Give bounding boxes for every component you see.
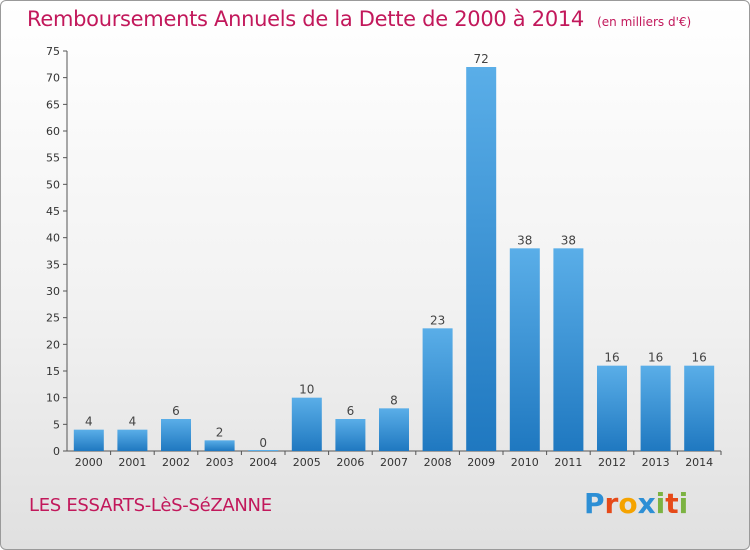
bar-value-label: 6 <box>347 404 355 418</box>
logo-letter: i <box>655 487 666 520</box>
y-tick-label: 25 <box>46 312 60 325</box>
bar-value-label: 4 <box>129 415 137 429</box>
bar <box>73 429 104 451</box>
chart-title: Remboursements Annuels de la Dette de 20… <box>27 7 584 31</box>
bar <box>553 248 584 451</box>
bar-value-label: 2 <box>216 425 224 439</box>
bar-value-label: 38 <box>561 233 576 247</box>
bar <box>117 429 148 451</box>
x-tick-label: 2001 <box>118 456 146 469</box>
bar <box>291 397 322 451</box>
bar <box>466 67 497 451</box>
logo-letter: x <box>637 487 656 520</box>
bar-value-label: 6 <box>172 404 180 418</box>
y-tick-label: 55 <box>46 152 60 165</box>
y-tick-label: 45 <box>46 205 60 218</box>
y-tick-label: 30 <box>46 285 60 298</box>
x-tick-label: 2007 <box>380 456 408 469</box>
bar-value-label: 4 <box>85 415 93 429</box>
x-tick-label: 2006 <box>336 456 364 469</box>
x-tick-label: 2002 <box>162 456 190 469</box>
y-tick-label: 40 <box>46 232 60 245</box>
x-tick-label: 2013 <box>642 456 670 469</box>
y-tick-label: 5 <box>53 418 60 431</box>
x-tick-label: 2010 <box>511 456 539 469</box>
bar <box>684 365 715 451</box>
proxiti-logo: Proxiti <box>584 487 688 520</box>
y-tick-label: 75 <box>46 45 60 58</box>
logo-letter: t <box>665 487 679 520</box>
title-row: Remboursements Annuels de la Dette de 20… <box>27 7 691 31</box>
bar-value-label: 23 <box>430 313 445 327</box>
y-tick-label: 70 <box>46 72 60 85</box>
bar-value-label: 8 <box>390 393 398 407</box>
bar <box>640 365 671 451</box>
bar-value-label: 10 <box>299 383 314 397</box>
bar-value-label: 16 <box>604 351 619 365</box>
logo-letter: o <box>618 487 638 520</box>
x-tick-label: 2004 <box>249 456 277 469</box>
logo-letter: P <box>584 487 605 520</box>
bar <box>597 365 627 451</box>
bar-value-label: 16 <box>648 351 663 365</box>
bar-value-label: 72 <box>474 52 489 66</box>
bar <box>509 248 540 451</box>
y-tick-label: 10 <box>46 392 60 405</box>
bar <box>379 408 409 451</box>
x-tick-label: 2008 <box>424 456 452 469</box>
x-tick-label: 2011 <box>554 456 582 469</box>
bar-value-label: 38 <box>517 233 532 247</box>
bar <box>248 450 279 451</box>
x-tick-label: 2003 <box>206 456 234 469</box>
y-tick-label: 65 <box>46 98 60 111</box>
x-tick-label: 2005 <box>293 456 321 469</box>
y-tick-label: 15 <box>46 365 60 378</box>
y-tick-label: 35 <box>46 258 60 271</box>
commune-name: LES ESSARTS-LèS-SéZANNE <box>29 495 272 516</box>
logo-letter: r <box>604 487 619 520</box>
bar-value-label: 16 <box>692 351 707 365</box>
x-tick-label: 2000 <box>75 456 103 469</box>
y-tick-label: 50 <box>46 178 60 191</box>
bar-value-label: 0 <box>259 436 267 450</box>
x-tick-label: 2012 <box>598 456 626 469</box>
logo-letter: i <box>678 487 689 520</box>
y-tick-label: 0 <box>53 445 60 458</box>
x-tick-label: 2014 <box>685 456 713 469</box>
bar <box>335 419 366 451</box>
y-tick-label: 60 <box>46 125 60 138</box>
y-tick-label: 20 <box>46 338 60 351</box>
bar <box>422 328 453 451</box>
x-tick-label: 2009 <box>467 456 495 469</box>
bar <box>161 419 191 451</box>
bar <box>204 440 235 451</box>
chart-subtitle: (en milliers d'€) <box>597 15 692 29</box>
